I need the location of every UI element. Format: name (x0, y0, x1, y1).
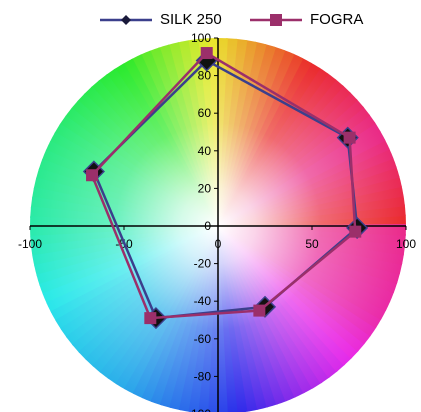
y-tick-label: -100 (187, 407, 211, 412)
data-point-square (349, 225, 362, 238)
data-point-square (253, 304, 266, 317)
y-tick-label: 80 (198, 69, 212, 83)
x-tick-label: -100 (18, 237, 42, 251)
chart-legend: SILK 250 FOGRA (0, 10, 421, 34)
data-point-square (343, 131, 356, 144)
data-point-square (86, 169, 99, 182)
y-tick-label: 100 (191, 31, 211, 45)
y-tick-label: 60 (198, 106, 212, 120)
legend-symbol-series-2 (250, 14, 302, 26)
x-tick-label: 0 (215, 237, 222, 251)
y-tick-label: 0 (204, 219, 211, 233)
legend-symbol-series-1 (100, 15, 152, 25)
legend-item-series-2: FOGRA (248, 10, 363, 30)
data-point-square (144, 312, 157, 325)
chart-axes: 100806040200-20-40-60-80-100-100-5005010… (18, 31, 416, 412)
chart-series (82, 47, 369, 330)
y-tick-label: 20 (198, 181, 212, 195)
y-tick-label: -60 (194, 332, 212, 346)
legend-label-series-2: FOGRA (310, 11, 364, 28)
legend-item-series-1: SILK 250 (98, 10, 222, 30)
y-tick-label: -80 (194, 369, 212, 383)
y-tick-label: -40 (194, 294, 212, 308)
y-tick-label: 40 (198, 144, 212, 158)
legend-label-series-1: SILK 250 (160, 11, 222, 28)
x-tick-label: 50 (305, 237, 319, 251)
y-tick-label: -20 (194, 257, 212, 271)
x-tick-label: 100 (396, 237, 416, 251)
data-point-square (200, 47, 213, 60)
